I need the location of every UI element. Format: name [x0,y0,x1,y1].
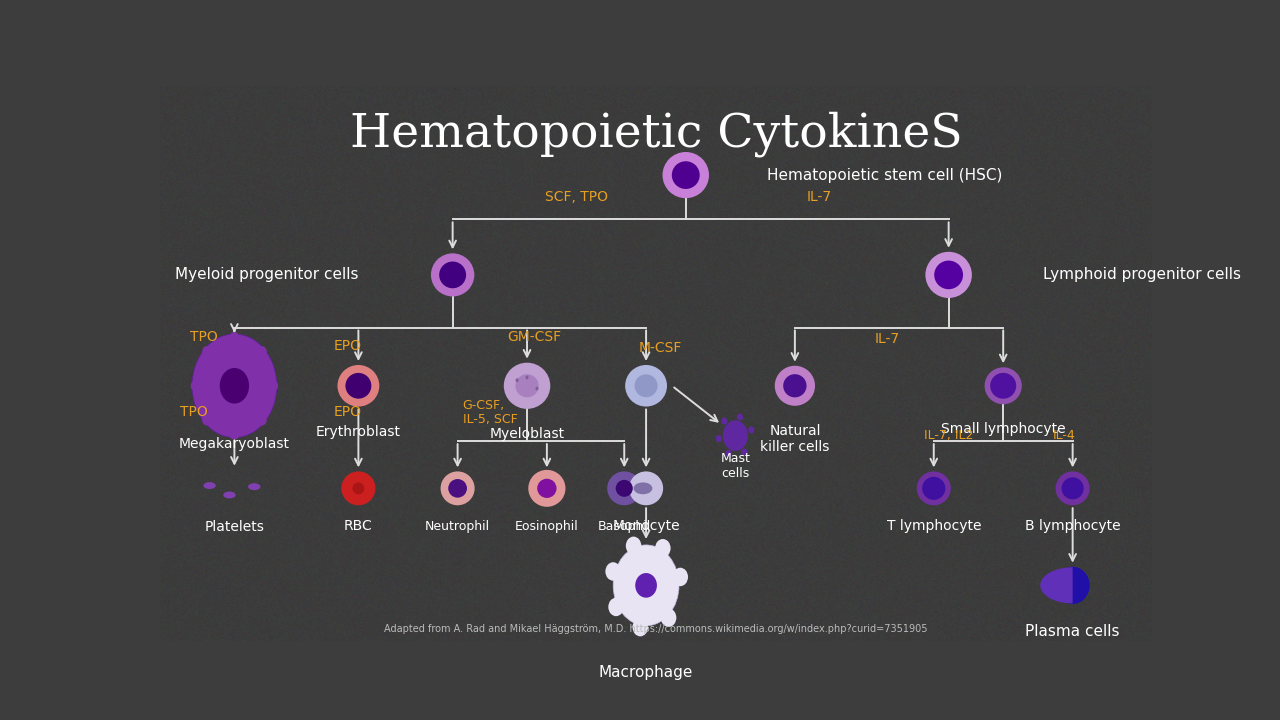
Text: Erythroblast: Erythroblast [316,425,401,438]
Text: IL-4: IL-4 [1053,429,1075,442]
Text: Basophil: Basophil [598,520,652,533]
Text: T lymphocyte: T lymphocyte [887,519,980,534]
Text: IL-7, IL2: IL-7, IL2 [924,429,973,442]
Text: IL-7: IL-7 [874,332,900,346]
Ellipse shape [663,152,709,198]
Text: Hematopoietic stem cell (HSC): Hematopoietic stem cell (HSC) [767,168,1002,183]
Text: Macrophage: Macrophage [599,665,694,680]
Ellipse shape [608,598,623,616]
Text: Mast
cells: Mast cells [721,452,750,480]
Ellipse shape [338,365,379,407]
Ellipse shape [229,429,239,440]
Ellipse shape [191,380,200,391]
Ellipse shape [1056,567,1089,604]
Ellipse shape [202,415,211,426]
Ellipse shape [716,435,722,442]
Text: Megakaryoblast: Megakaryoblast [179,437,289,451]
Ellipse shape [526,376,529,379]
Ellipse shape [202,346,211,357]
Ellipse shape [529,470,566,507]
Text: RBC: RBC [344,519,372,534]
Ellipse shape [749,426,754,433]
Ellipse shape [352,482,365,494]
Text: TPO: TPO [179,405,207,419]
Text: M-CSF: M-CSF [639,341,681,355]
Ellipse shape [628,472,663,505]
Ellipse shape [991,373,1016,399]
Ellipse shape [535,387,539,390]
Text: Lymphoid progenitor cells: Lymphoid progenitor cells [1043,267,1240,282]
Text: Plasma cells: Plasma cells [1025,624,1120,639]
Text: Platelets: Platelets [205,521,265,534]
Ellipse shape [220,368,250,404]
Text: Natural
killer cells: Natural killer cells [760,424,829,454]
Ellipse shape [613,545,678,626]
Ellipse shape [223,492,236,498]
Text: Eosinophil: Eosinophil [515,520,579,533]
Ellipse shape [726,450,732,456]
Ellipse shape [516,374,539,397]
Text: Small lymphocyte: Small lymphocyte [941,422,1065,436]
Text: Neutrophil: Neutrophil [425,520,490,533]
Ellipse shape [635,573,657,598]
Ellipse shape [723,420,748,451]
Ellipse shape [342,472,375,505]
Text: Myeloblast: Myeloblast [489,427,564,441]
Ellipse shape [616,480,632,497]
Ellipse shape [538,479,557,498]
Ellipse shape [257,346,266,357]
Ellipse shape [257,415,266,426]
Ellipse shape [626,536,641,555]
Text: TPO: TPO [189,330,218,344]
Ellipse shape [248,483,260,490]
Ellipse shape [204,482,216,489]
Ellipse shape [634,482,653,494]
Ellipse shape [607,472,641,505]
Ellipse shape [1061,477,1084,500]
Text: Adapted from A. Rad and Mikael Häggström, M.D. https://commons.wikimedia.org/w/i: Adapted from A. Rad and Mikael Häggström… [384,624,928,634]
Ellipse shape [625,365,667,407]
Ellipse shape [655,539,671,557]
Ellipse shape [192,334,276,438]
Ellipse shape [439,261,466,288]
Text: EPO: EPO [334,405,362,419]
Ellipse shape [672,567,689,586]
Ellipse shape [448,479,467,498]
Text: IL-7: IL-7 [808,190,832,204]
Text: IL-5, SCF: IL-5, SCF [462,413,517,426]
Text: Myeloid progenitor cells: Myeloid progenitor cells [175,267,358,282]
Ellipse shape [660,608,676,627]
Ellipse shape [721,418,727,425]
Ellipse shape [783,374,806,397]
Text: GM-CSF: GM-CSF [507,330,562,344]
Ellipse shape [504,363,550,409]
Text: EPO: EPO [334,339,362,353]
Ellipse shape [440,472,475,505]
Ellipse shape [635,374,658,397]
Wedge shape [1041,567,1073,603]
Ellipse shape [737,413,742,420]
Ellipse shape [269,380,278,391]
Ellipse shape [925,252,972,298]
Text: B lymphocyte: B lymphocyte [1025,519,1120,534]
Ellipse shape [605,562,621,581]
Text: Monocyte: Monocyte [612,519,680,534]
Ellipse shape [741,449,748,456]
Ellipse shape [1056,472,1089,505]
Ellipse shape [922,477,946,500]
Ellipse shape [672,161,700,189]
Text: G-CSF,: G-CSF, [462,399,504,413]
Ellipse shape [774,366,815,406]
Ellipse shape [632,618,648,636]
Ellipse shape [516,378,518,382]
Text: SCF, TPO: SCF, TPO [545,190,608,204]
Ellipse shape [916,472,951,505]
Ellipse shape [346,373,371,399]
Ellipse shape [229,332,239,343]
Ellipse shape [984,367,1021,404]
Ellipse shape [934,261,963,289]
Ellipse shape [431,253,475,297]
Text: Hematopoietic CytokineS: Hematopoietic CytokineS [349,112,963,157]
